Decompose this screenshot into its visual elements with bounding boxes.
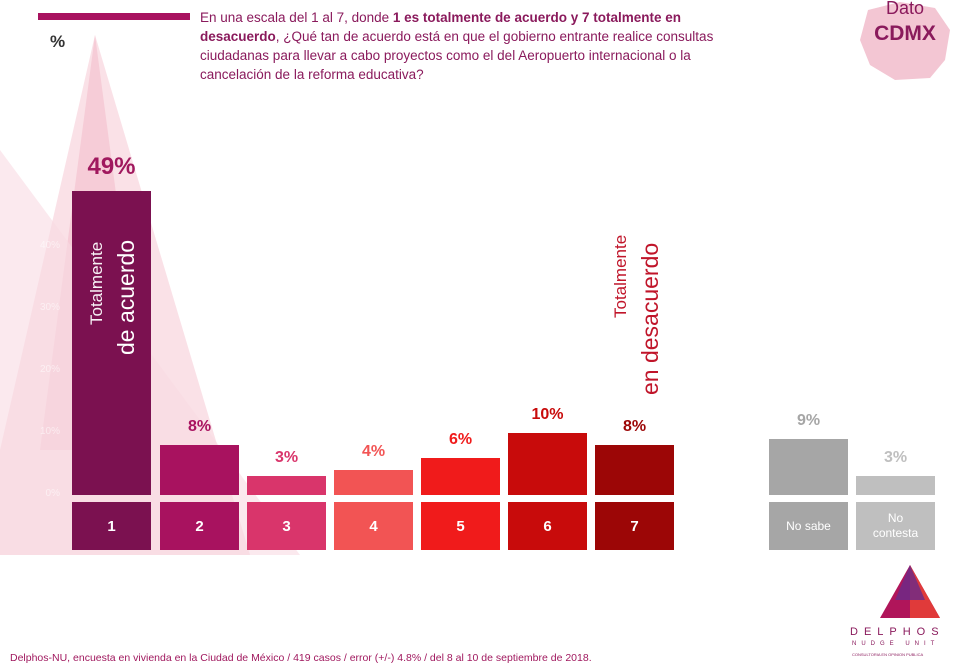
title-part: 1 es totalmente de acuerdo y 7 totalment…	[200, 10, 681, 44]
chart-title: En una escala del 1 al 7, donde 1 es tot…	[200, 8, 760, 84]
value-label: 3%	[883, 449, 908, 467]
y-tick-label: 40%	[39, 240, 60, 251]
x-tick-label: No contesta	[856, 502, 935, 550]
bar	[595, 445, 674, 495]
value-label: 49%	[87, 153, 136, 181]
annotation: Totalmente	[87, 241, 106, 325]
x-tick-label: 5	[421, 502, 500, 550]
top-bar	[38, 13, 190, 20]
map-shape	[860, 2, 950, 80]
unit-label: %	[50, 32, 66, 51]
value-label: 8%	[187, 418, 212, 436]
value-label: 3%	[274, 449, 299, 467]
bar	[856, 476, 935, 495]
annotation: de acuerdo	[113, 239, 139, 355]
x-tick-label: 3	[247, 502, 326, 550]
x-tick-label: 1	[72, 502, 151, 550]
bar	[247, 476, 326, 495]
badge-text: CDMX	[874, 22, 936, 45]
title-part: En una escala del 1 al 7, donde	[200, 10, 393, 25]
value-label: 6%	[448, 430, 473, 448]
badge-text: Dato	[885, 0, 925, 18]
logo-shape	[895, 565, 925, 600]
y-tick-label: 0%	[45, 488, 60, 499]
bar	[334, 470, 413, 495]
x-tick-label: 6	[508, 502, 587, 550]
y-tick-label: 20%	[39, 364, 60, 375]
bar	[769, 439, 848, 495]
annotation: en desacuerdo	[637, 242, 663, 395]
logo-text: CONSULTORIA EN OPINION PUBLICA	[852, 652, 924, 657]
y-tick-label: 30%	[39, 302, 60, 313]
annotation: Totalmente	[611, 234, 630, 318]
logo-text: DELPHOS	[850, 626, 945, 638]
value-label: 8%	[622, 418, 647, 436]
value-label: 9%	[796, 412, 821, 430]
title-part: , ¿Qué tan de acuerdo está en que el gob…	[200, 29, 714, 82]
y-tick-label: 10%	[39, 426, 60, 437]
y-tick-label: 50%	[39, 178, 60, 189]
logo-shape	[910, 565, 940, 618]
value-label: 4%	[361, 443, 386, 461]
x-tick-label: 7	[595, 502, 674, 550]
bar	[160, 445, 239, 495]
bar	[72, 191, 151, 495]
logo-text: NUDGE UNIT	[852, 641, 940, 647]
x-tick-label: 2	[160, 502, 239, 550]
x-tick-label: 4	[334, 502, 413, 550]
bar	[421, 457, 500, 495]
source: Delphos-NU, encuesta en vivienda en la C…	[10, 652, 592, 664]
value-label: 10%	[531, 406, 564, 423]
x-tick-label: No sabe	[769, 502, 848, 550]
bar	[508, 433, 587, 495]
